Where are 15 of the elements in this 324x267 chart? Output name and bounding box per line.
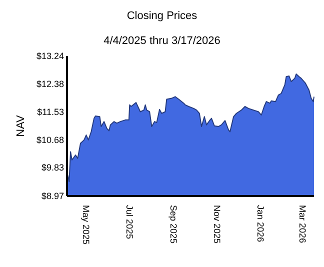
y-tick-label: $11.53 (37, 106, 64, 117)
y-tick-label: $13.24 (36, 50, 64, 61)
x-tick-label: May 2025 (81, 205, 92, 245)
y-axis-title: NAV (15, 114, 27, 137)
chart-title: Closing Prices (126, 10, 198, 22)
y-tick-label: $9.83 (41, 162, 64, 173)
y-tick-label: $10.68 (36, 134, 64, 145)
x-tick-label: Nov 2025 (212, 205, 222, 244)
y-tick-label: $8.97 (41, 190, 64, 201)
chart-subtitle: 4/4/2025 thru 3/17/2026 (104, 35, 220, 47)
x-tick-label: Jan 2026 (255, 205, 266, 242)
x-tick-label: Jul 2025 (124, 205, 134, 240)
y-tick-label: $12.38 (36, 79, 64, 90)
x-tick-label: Sep 2025 (168, 205, 179, 244)
x-tick-label: Mar 2026 (297, 205, 308, 244)
